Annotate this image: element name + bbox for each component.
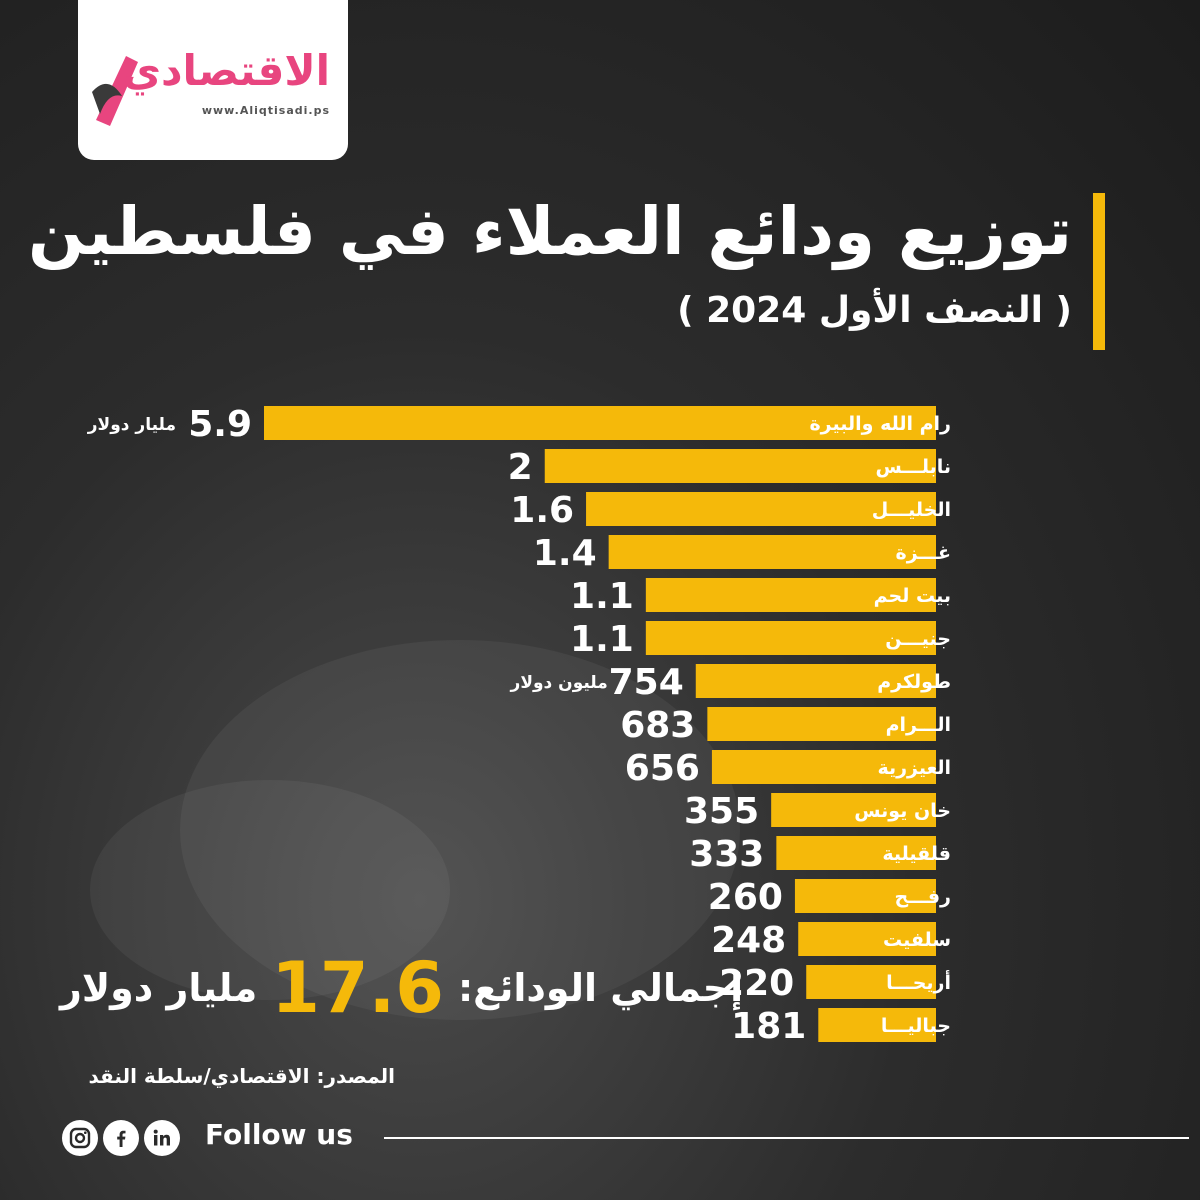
bar (776, 836, 936, 870)
bar (806, 965, 936, 999)
bar (695, 664, 936, 698)
logo-name: الاقتصادي (122, 46, 330, 95)
category-label: غـــزة (896, 542, 952, 564)
page-subtitle: ( النصف الأول 2024 ) (677, 290, 1072, 331)
background-decoration (180, 640, 740, 1020)
value-label: 1.1 (570, 576, 634, 617)
value-label: 1.1 (570, 619, 634, 660)
category-label: الخليـــل (872, 499, 951, 521)
value-label: 5.9 (188, 404, 252, 445)
bar (586, 492, 936, 526)
title-accent-bar (1093, 193, 1105, 350)
follow-us-text: Follow us (205, 1118, 353, 1151)
source-note: المصدر: الاقتصادي/سلطة النقد (88, 1064, 395, 1088)
bar (818, 1008, 936, 1042)
category-label: جباليـــا (881, 1015, 951, 1037)
bar (794, 879, 936, 913)
value-label: 1.6 (510, 490, 574, 531)
category-label: العيزرية (877, 757, 951, 779)
total-label: إجمالي الودائع: (457, 966, 744, 1010)
logo-mark-icon (92, 56, 138, 126)
unit-annotation: مليون دولار (510, 673, 608, 693)
category-label: الـــرام (886, 714, 951, 736)
background-decoration (90, 780, 450, 1000)
facebook-icon[interactable] (103, 1120, 139, 1156)
logo-url: www.Aliqtisadi.ps (201, 104, 330, 117)
unit-annotation: مليار دولار (87, 415, 176, 435)
value-label: 683 (620, 705, 695, 746)
value-label: 656 (625, 748, 700, 789)
value-label: 1.4 (533, 533, 597, 574)
category-label: جنيـــن (885, 628, 951, 650)
total-deposits: مليار دولار 17.6 إجمالي الودائع: (60, 947, 743, 1029)
value-label: 355 (684, 791, 759, 832)
value-label: 754 (609, 662, 684, 703)
logo-card: الاقتصادي www.Aliqtisadi.ps (78, 0, 348, 160)
category-label: أريحـــا (886, 970, 951, 994)
category-label: قلقيلية (882, 843, 951, 865)
bar (798, 922, 936, 956)
bar (264, 406, 936, 440)
bar (645, 621, 936, 655)
category-label: رفـــح (894, 886, 951, 908)
category-label: خان يونس (854, 800, 951, 822)
bar (711, 750, 936, 784)
value-label: 181 (731, 1006, 806, 1047)
footer-divider (384, 1137, 1189, 1139)
value-label: 260 (708, 877, 783, 918)
value-label: 333 (689, 834, 764, 875)
bar (707, 707, 936, 741)
category-label: سلفيت (883, 929, 951, 951)
category-label: رام الله والبيرة (809, 413, 951, 435)
total-value: 17.6 (271, 947, 444, 1029)
bar (544, 449, 936, 483)
total-unit: مليار دولار (60, 966, 258, 1010)
value-label: 2 (508, 447, 533, 488)
instagram-icon[interactable] (62, 1120, 98, 1156)
category-label: طولكرم (877, 671, 951, 693)
linkedin-icon[interactable] (144, 1120, 180, 1156)
bar (645, 578, 936, 612)
value-label: 248 (711, 920, 786, 961)
page-title: توزيع ودائع العملاء في فلسطين (27, 193, 1072, 270)
bar (771, 793, 936, 827)
category-label: بيت لحم (874, 585, 951, 607)
category-label: نابلـــس (876, 456, 952, 478)
value-label: 220 (719, 963, 794, 1004)
bar (608, 535, 936, 569)
